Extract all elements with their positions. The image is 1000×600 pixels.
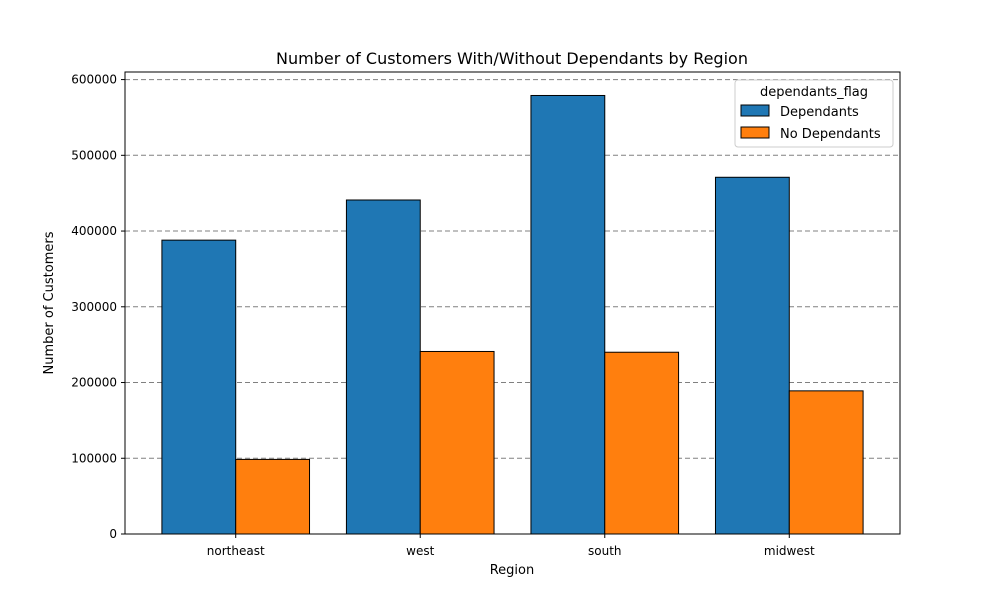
y-tick-label: 0 — [109, 527, 117, 541]
bar-no-dependants-west — [419, 350, 495, 535]
legend-title: dependants_flag — [760, 85, 868, 100]
x-tick-label-northeast: northeast — [207, 544, 265, 558]
x-axis-label: Region — [490, 563, 535, 578]
bar-dependants-west — [345, 199, 421, 535]
legend-label-dependants: Dependants — [780, 105, 859, 120]
legend-swatch-no-dependants — [740, 126, 770, 139]
legend: dependants_flag Dependants No Dependants — [734, 79, 894, 148]
bar-no-dependants-south — [604, 351, 680, 535]
legend-swatch-dependants — [740, 104, 770, 117]
y-tick-label: 100000 — [71, 451, 117, 465]
y-tick-label: 400000 — [71, 224, 117, 238]
x-tick-label-south: south — [588, 544, 622, 558]
bar-no-dependants-midwest — [788, 390, 864, 535]
grid-lines — [125, 79, 900, 459]
x-tick-label-midwest: midwest — [764, 544, 815, 558]
y-tick-label: 200000 — [71, 376, 117, 390]
y-axis-ticks: 0 100000 200000 300000 400000 500000 600000 — [71, 73, 125, 541]
x-tick-label-west: west — [406, 544, 434, 558]
x-axis-ticks: northeast west south midwest — [207, 534, 815, 558]
bars-group — [161, 94, 864, 535]
bar-dependants-northeast — [161, 239, 237, 535]
legend-box — [734, 79, 894, 148]
chart-title: Number of Customers With/Without Dependa… — [276, 49, 748, 68]
legend-label-no-dependants: No Dependants — [780, 127, 881, 142]
bar-dependants-south — [530, 94, 606, 535]
bar-dependants-midwest — [714, 176, 790, 535]
plot-frame — [124, 71, 901, 535]
y-axis-label: Number of Customers — [42, 231, 57, 374]
bar-no-dependants-northeast — [235, 458, 311, 535]
y-tick-label: 500000 — [71, 148, 117, 162]
y-tick-label: 300000 — [71, 300, 117, 314]
y-tick-label: 600000 — [71, 73, 117, 87]
